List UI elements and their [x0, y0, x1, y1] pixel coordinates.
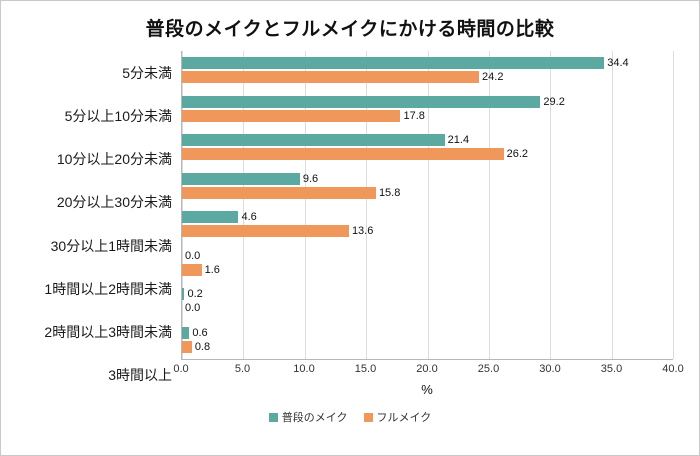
- bar-wrap: 9.6: [182, 172, 673, 185]
- category-label: 5分以上10分未満: [64, 107, 172, 124]
- bar-segment: [182, 340, 192, 353]
- gridline: [243, 51, 245, 359]
- bar-value-label: 17.8: [403, 109, 425, 122]
- gridline: [366, 51, 368, 359]
- bar-wrap: 26.2: [182, 148, 673, 161]
- bar-group: 21.4 26.2: [182, 128, 673, 167]
- category-label: 30分以上1時間未満: [50, 237, 172, 254]
- bar-segment: [182, 211, 239, 224]
- bar-wrap: 21.4: [182, 134, 673, 147]
- x-tick-label: 35.0: [600, 363, 623, 375]
- bar-value-label: 15.8: [378, 186, 401, 199]
- bar-value-label: 34.4: [607, 57, 629, 70]
- x-tick-label: 0.0: [173, 363, 189, 375]
- chart-title: 普段のメイクとフルメイクにかける時間の比較: [145, 19, 555, 40]
- bar-wrap: 0.8: [182, 340, 673, 353]
- bar-segment: [182, 134, 445, 147]
- bar-value-label: 26.2: [506, 148, 529, 161]
- bar-group: 0.0 1.6: [182, 244, 673, 283]
- legend-label: 普段のメイク: [281, 412, 348, 424]
- bar-group: 4.6 13.6: [182, 205, 673, 244]
- bar-rows: 34.4 24.2 29.2 17.8 21.4 26.2 9.6 15.8 4.6 13.6 0.…: [182, 51, 673, 359]
- bar-value-label: 4.6: [241, 211, 257, 224]
- chart-body: 5分未満 5分以上10分未満 10分以上20分未満 20分以上30分未満 30分以上1時…: [9, 51, 684, 397]
- plot-area: 34.4 24.2 29.2 17.8 21.4 26.2 9.6 15.8 4.6 13.6 0.…: [181, 51, 674, 360]
- category-label: 20分以上30分未満: [56, 194, 172, 211]
- bar-value-label: 0.8: [194, 340, 211, 353]
- bar-segment: [182, 288, 185, 301]
- x-axis: 0.0 5.0 10.0 15.0 20.0 25.0 30.0 35.0 40.0: [173, 363, 683, 378]
- x-tick-label: 15.0: [354, 363, 377, 375]
- category-label: 10分以上20分未満: [56, 151, 172, 168]
- legend: 普段のメイク フルメイク: [1, 409, 699, 425]
- legend-swatch-icon: [363, 412, 373, 422]
- gridline: [550, 51, 552, 359]
- legend-swatch-icon: [268, 412, 278, 422]
- gridline: [427, 51, 429, 359]
- legend-item: フルメイク: [363, 409, 432, 425]
- gridline: [488, 51, 490, 359]
- bar-group: 29.2 17.8: [182, 90, 673, 129]
- gridline: [304, 51, 306, 359]
- x-axis-title: %: [421, 382, 433, 397]
- bar-wrap: 29.2: [182, 95, 673, 108]
- bar-value-label: 1.6: [204, 263, 220, 276]
- bar-wrap: 15.8: [182, 186, 673, 199]
- x-tick-label: 30.0: [539, 363, 561, 375]
- bar-segment: [182, 148, 504, 161]
- category-label: 5分未満: [122, 64, 172, 81]
- bar-segment: [182, 225, 349, 238]
- bar-wrap: 0.6: [182, 326, 673, 339]
- legend-label: フルメイク: [376, 412, 432, 424]
- bar-value-label: 21.4: [447, 134, 470, 147]
- bar-value-label: 0.0: [185, 249, 201, 262]
- bar-wrap: 0.2: [182, 288, 673, 301]
- bar-value-label: 24.2: [482, 71, 504, 84]
- category-label: 2時間以上3時間未満: [44, 324, 172, 341]
- bar-segment: [182, 186, 376, 199]
- category-label: 3時間以上: [108, 367, 172, 384]
- bar-group: 34.4 24.2: [182, 51, 673, 90]
- legend-item: 普段のメイク: [268, 409, 348, 425]
- bar-segment: [182, 172, 300, 185]
- bar-group: 0.2 0.0: [182, 282, 673, 321]
- bar-value-label: 0.6: [192, 326, 208, 339]
- x-tick-label: 5.0: [234, 363, 251, 375]
- gridline: [611, 51, 613, 359]
- x-tick-label: 10.0: [293, 363, 315, 375]
- bar-group: 9.6 15.8: [182, 167, 673, 206]
- bar-wrap: 1.6: [182, 263, 673, 276]
- bar-wrap: 4.6: [182, 211, 673, 224]
- bar-segment: [182, 263, 202, 276]
- x-tick-label: 20.0: [416, 363, 438, 375]
- bar-value-label: 0.0: [185, 302, 201, 315]
- bar-segment: [182, 326, 190, 339]
- bar-value-label: 13.6: [351, 225, 374, 238]
- plot-wrap: 34.4 24.2 29.2 17.8 21.4 26.2 9.6 15.8 4.6 13.6 0.…: [173, 51, 684, 397]
- bar-wrap: 17.8: [182, 109, 673, 122]
- category-labels: 5分未満 5分以上10分未満 10分以上20分未満 20分以上30分未満 30分以上1時…: [9, 51, 181, 397]
- gridline: [182, 51, 183, 359]
- bar-wrap: 24.2: [182, 71, 673, 84]
- bar-wrap: 13.6: [182, 225, 673, 238]
- bar-wrap: 34.4: [182, 57, 673, 70]
- bar-wrap: 0.0: [182, 250, 673, 262]
- bar-value-label: 9.6: [302, 172, 319, 185]
- bar-group: 0.6 0.8: [182, 321, 673, 360]
- bar-value-label: 29.2: [543, 95, 565, 108]
- bar-segment: [182, 109, 401, 122]
- gridline: [673, 51, 674, 359]
- x-tick-label: 25.0: [477, 363, 500, 375]
- bar-segment: [182, 95, 541, 108]
- category-label: 1時間以上2時間未満: [44, 280, 172, 297]
- bar-segment: [182, 71, 480, 84]
- x-tick-label: 40.0: [662, 363, 684, 375]
- bar-value-label: 0.2: [187, 288, 203, 301]
- bar-wrap: 0.0: [182, 302, 673, 314]
- bar-segment: [182, 57, 605, 70]
